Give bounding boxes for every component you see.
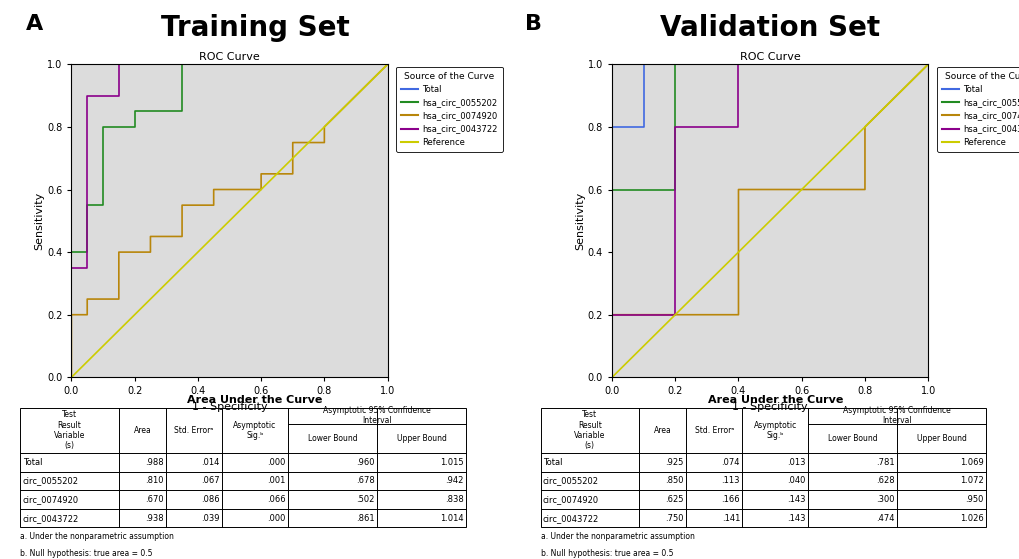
Text: Lower Bound: Lower Bound — [308, 434, 357, 443]
Text: Validation Set: Validation Set — [659, 14, 879, 42]
Text: circ_0055202: circ_0055202 — [542, 476, 598, 485]
Text: Asymptotic 95% Confidence
Interval: Asymptotic 95% Confidence Interval — [323, 406, 430, 425]
Title: ROC Curve: ROC Curve — [739, 52, 800, 62]
Text: circ_0055202: circ_0055202 — [22, 476, 78, 485]
Text: .166: .166 — [720, 495, 740, 504]
Legend: Total, hsa_circ_0055202, hsa_circ_0074920, hsa_circ_0043722, Reference: Total, hsa_circ_0055202, hsa_circ_007492… — [396, 67, 502, 151]
Text: B: B — [525, 14, 542, 34]
Text: Std. Errorᵃ: Std. Errorᵃ — [694, 426, 734, 435]
Text: circ_0043722: circ_0043722 — [22, 514, 78, 523]
Text: .960: .960 — [356, 458, 374, 467]
Text: .502: .502 — [356, 495, 374, 504]
Text: .143: .143 — [787, 514, 805, 523]
Text: .625: .625 — [664, 495, 683, 504]
Text: Training Set: Training Set — [160, 14, 350, 42]
Text: circ_0074920: circ_0074920 — [542, 495, 598, 504]
Text: .013: .013 — [787, 458, 805, 467]
Text: .074: .074 — [720, 458, 740, 467]
Text: .113: .113 — [720, 476, 740, 485]
Text: 1.014: 1.014 — [440, 514, 464, 523]
Text: .086: .086 — [201, 495, 220, 504]
Text: .000: .000 — [267, 514, 285, 523]
Text: .039: .039 — [201, 514, 220, 523]
Text: b. Null hypothesis: true area = 0.5: b. Null hypothesis: true area = 0.5 — [540, 548, 673, 557]
Text: Asymptotic
Sig.ᵇ: Asymptotic Sig.ᵇ — [753, 420, 796, 440]
Text: .988: .988 — [145, 458, 163, 467]
Text: b. Null hypothesis: true area = 0.5: b. Null hypothesis: true area = 0.5 — [20, 548, 153, 557]
Text: .300: .300 — [875, 495, 894, 504]
Text: Total: Total — [22, 458, 42, 467]
Text: Asymptotic
Sig.ᵇ: Asymptotic Sig.ᵇ — [233, 420, 276, 440]
Text: Test
Result
Variable
(s): Test Result Variable (s) — [574, 410, 605, 451]
Y-axis label: Sensitivity: Sensitivity — [35, 192, 44, 250]
Text: .000: .000 — [267, 458, 285, 467]
Text: Total: Total — [542, 458, 561, 467]
Text: .474: .474 — [875, 514, 894, 523]
Y-axis label: Sensitivity: Sensitivity — [575, 192, 584, 250]
Text: .141: .141 — [720, 514, 740, 523]
Text: Area: Area — [133, 426, 151, 435]
Text: circ_0043722: circ_0043722 — [542, 514, 598, 523]
Text: .861: .861 — [356, 514, 374, 523]
Text: .066: .066 — [267, 495, 285, 504]
Text: Area: Area — [653, 426, 671, 435]
Text: .938: .938 — [145, 514, 163, 523]
Text: .850: .850 — [664, 476, 683, 485]
Text: A: A — [25, 14, 43, 34]
Text: Area Under the Curve: Area Under the Curve — [187, 395, 322, 405]
Text: circ_0074920: circ_0074920 — [22, 495, 78, 504]
Text: .781: .781 — [875, 458, 894, 467]
Text: .001: .001 — [267, 476, 285, 485]
Text: 1.026: 1.026 — [959, 514, 983, 523]
Text: 1.015: 1.015 — [440, 458, 464, 467]
Text: .143: .143 — [787, 495, 805, 504]
Text: Upper Bound: Upper Bound — [396, 434, 446, 443]
Text: .067: .067 — [201, 476, 220, 485]
Text: .014: .014 — [201, 458, 220, 467]
Text: .670: .670 — [145, 495, 163, 504]
X-axis label: 1 - Specificity: 1 - Specificity — [192, 402, 267, 412]
X-axis label: 1 - Specificity: 1 - Specificity — [732, 402, 807, 412]
Text: .925: .925 — [664, 458, 683, 467]
Text: .838: .838 — [444, 495, 464, 504]
Text: 1.069: 1.069 — [959, 458, 983, 467]
Text: a. Under the nonparametric assumption: a. Under the nonparametric assumption — [20, 532, 174, 541]
Text: Area Under the Curve: Area Under the Curve — [707, 395, 842, 405]
Text: Std. Errorᵃ: Std. Errorᵃ — [174, 426, 214, 435]
Legend: Total, hsa_circ_0055202, hsa_circ_0074920, hsa_circ_0043722, Reference: Total, hsa_circ_0055202, hsa_circ_007492… — [936, 67, 1019, 151]
Text: a. Under the nonparametric assumption: a. Under the nonparametric assumption — [540, 532, 694, 541]
Text: .950: .950 — [965, 495, 983, 504]
Text: .678: .678 — [356, 476, 374, 485]
Text: Upper Bound: Upper Bound — [916, 434, 966, 443]
Text: .942: .942 — [445, 476, 464, 485]
Text: Test
Result
Variable
(s): Test Result Variable (s) — [54, 410, 86, 451]
Text: .628: .628 — [875, 476, 894, 485]
Text: Asymptotic 95% Confidence
Interval: Asymptotic 95% Confidence Interval — [843, 406, 950, 425]
Title: ROC Curve: ROC Curve — [199, 52, 260, 62]
Text: Lower Bound: Lower Bound — [827, 434, 876, 443]
Text: .040: .040 — [787, 476, 805, 485]
Text: .810: .810 — [145, 476, 163, 485]
Text: 1.072: 1.072 — [959, 476, 983, 485]
Text: .750: .750 — [664, 514, 683, 523]
